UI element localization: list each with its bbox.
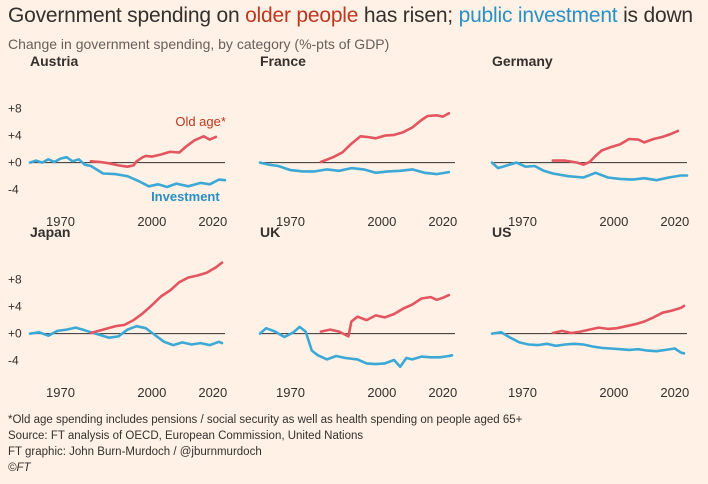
x-tick-label: 2000 [599,214,628,229]
investment-line-austria [28,155,227,189]
y-tick-label: +8 [8,102,22,116]
x-tick-label: 1970 [508,214,537,229]
x-tick-label: 2000 [367,385,396,400]
investment-line-france [258,161,451,176]
x-tick-label: 1970 [276,214,305,229]
panel-title-uk: UK [260,224,280,240]
x-tick-label: 2000 [137,385,166,400]
y-tick-label: -4 [8,183,19,197]
copyright: ©FT [8,462,31,474]
panel-title-austria: Austria [30,53,78,69]
source-note: Source: FT analysis of OECD, European Co… [8,430,364,442]
x-tick-label: 2000 [367,214,396,229]
old-age-line-uk [319,293,451,338]
x-tick-label: 2020 [660,214,689,229]
old-age-line-us [551,304,686,335]
investment-line-us [490,330,686,355]
title-part-2: has risen; [358,4,459,27]
investment-line-germany [490,161,689,182]
title-highlight-investment: public investment [458,4,618,27]
chart-title: Government spending on older people has … [8,2,693,30]
x-tick-label: 2000 [137,214,166,229]
x-tick-label: 2020 [198,385,227,400]
old-age-series-label: Old age* [175,114,226,129]
title-part-1: Government spending on [8,4,246,27]
y-tick-label: +4 [8,300,22,314]
footnote: *Old age spending includes pensions / so… [8,414,523,426]
y-tick-label: +8 [8,273,22,287]
panel-title-japan: Japan [30,224,70,240]
x-tick-label: 1970 [276,385,305,400]
investment-line-japan [28,324,224,347]
x-tick-label: 2020 [660,385,689,400]
graphic-credit: FT graphic: John Burn-Murdoch / @jburnmu… [8,446,262,458]
old-age-line-japan [89,261,224,335]
panel-title-germany: Germany [492,53,553,69]
x-tick-label: 2020 [198,214,227,229]
y-tick-label: +0 [8,327,22,341]
panel-title-us: US [492,224,511,240]
footer: *Old age spending includes pensions / so… [8,412,522,476]
old-age-line-france [319,112,451,164]
x-tick-label: 2020 [428,385,457,400]
x-tick-label: 1970 [46,214,75,229]
panel-title-france: France [260,53,306,69]
old-age-line-germany [551,129,680,166]
x-tick-label: 2020 [428,214,457,229]
investment-series-label: Investment [151,189,220,204]
old-age-line-austria [89,135,218,168]
title-highlight-old-age: older people [245,4,359,27]
chart-subtitle: Change in government spending, by catego… [8,36,390,52]
x-tick-label: 2000 [599,385,628,400]
y-tick-label: +4 [8,129,22,143]
x-tick-label: 1970 [46,385,75,400]
x-tick-label: 1970 [508,385,537,400]
y-tick-label: +0 [8,156,22,170]
investment-line-uk [258,325,454,369]
title-part-3: is down [617,4,693,27]
y-tick-label: -4 [8,354,19,368]
